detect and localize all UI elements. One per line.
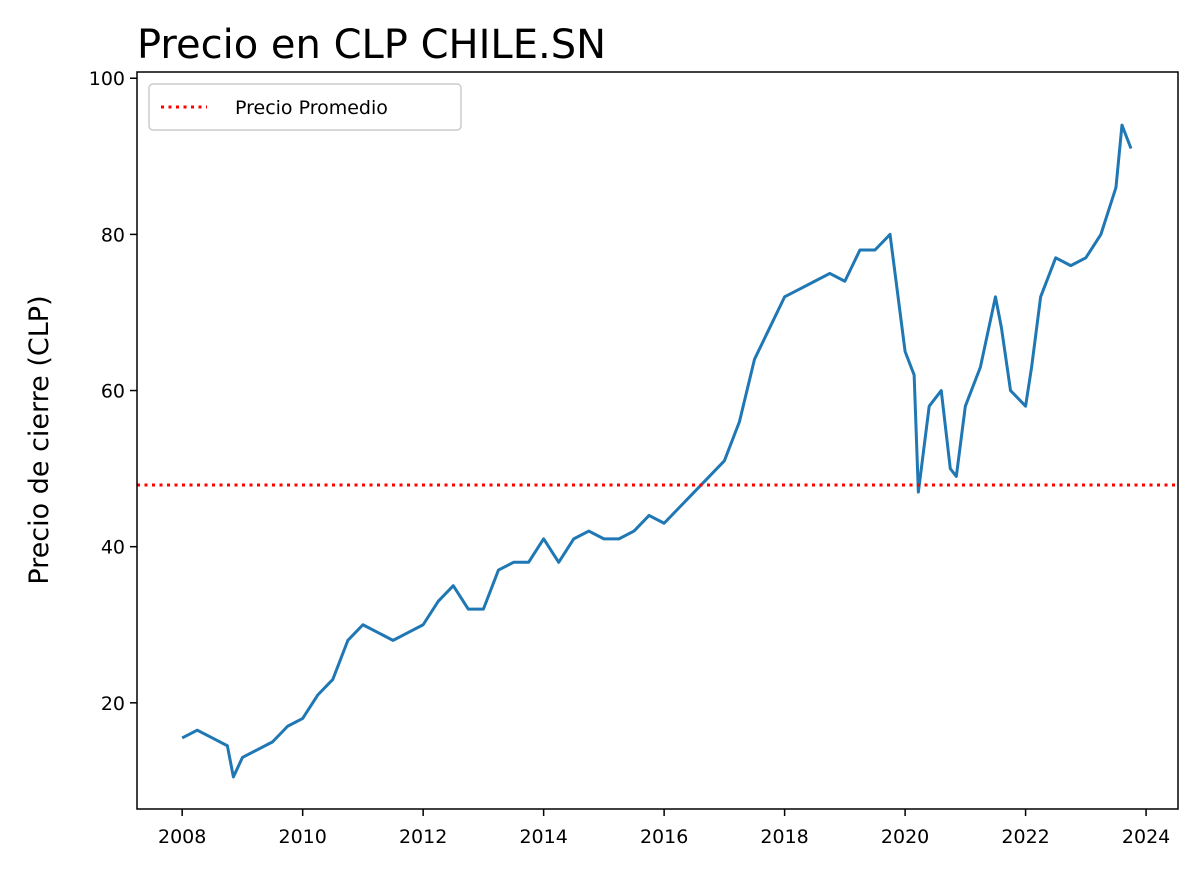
x-tick-label: 2018: [760, 826, 808, 848]
legend-box: [148, 83, 462, 131]
x-tick-label: 2010: [278, 826, 326, 848]
x-tick-label: 2024: [1122, 826, 1170, 848]
x-tick-label: 2014: [519, 826, 567, 848]
y-tick-label: 20: [101, 693, 125, 715]
x-tick-label: 2012: [399, 826, 447, 848]
x-tick-label: 2022: [1001, 826, 1049, 848]
price-line: [181, 123, 1133, 779]
x-tick-label: 2008: [158, 826, 206, 848]
y-tick-label: 100: [89, 68, 125, 90]
chart-title: Precio en CLP CHILE.SN: [137, 22, 606, 68]
y-tick-label: 40: [101, 537, 125, 559]
y-tick-label: 60: [101, 381, 125, 403]
x-tick-label: 2020: [881, 826, 929, 848]
legend-label: Precio Promedio: [235, 97, 388, 119]
y-axis-label: Precio de cierre (CLP): [24, 295, 55, 584]
y-tick-label: 80: [101, 224, 125, 246]
plot-frame: [136, 71, 1179, 810]
x-tick-label: 2016: [640, 826, 688, 848]
